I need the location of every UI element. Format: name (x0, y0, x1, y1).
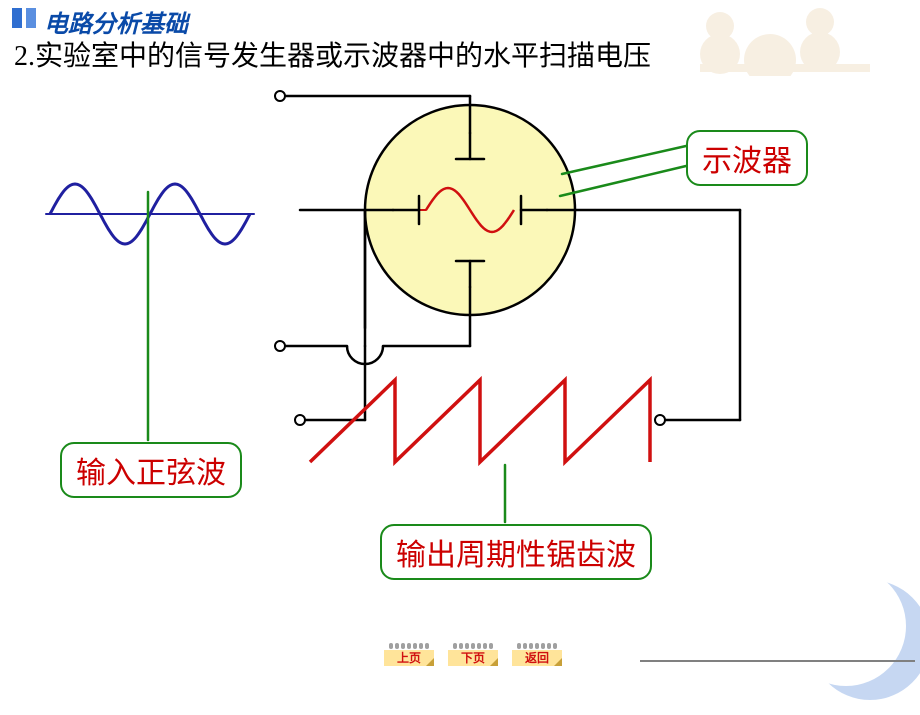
footer-divider (640, 660, 915, 662)
nav-buttons: 上页 下页 返回 (382, 642, 564, 666)
label-oscilloscope: 示波器 (686, 130, 808, 186)
circuit-diagram (0, 0, 920, 690)
label-output-sawtooth: 输出周期性锯齿波 (380, 524, 652, 580)
nav-prev-button[interactable]: 上页 (382, 642, 436, 666)
nav-return-button[interactable]: 返回 (510, 642, 564, 666)
nav-next-button[interactable]: 下页 (446, 642, 500, 666)
label-input-sine: 输入正弦波 (60, 442, 242, 498)
nav-label: 返回 (525, 649, 549, 666)
nav-label: 下页 (461, 649, 485, 666)
section-title: 2.实验室中的信号发生器或示波器中的水平扫描电压 (14, 34, 651, 74)
nav-label: 上页 (397, 649, 421, 666)
